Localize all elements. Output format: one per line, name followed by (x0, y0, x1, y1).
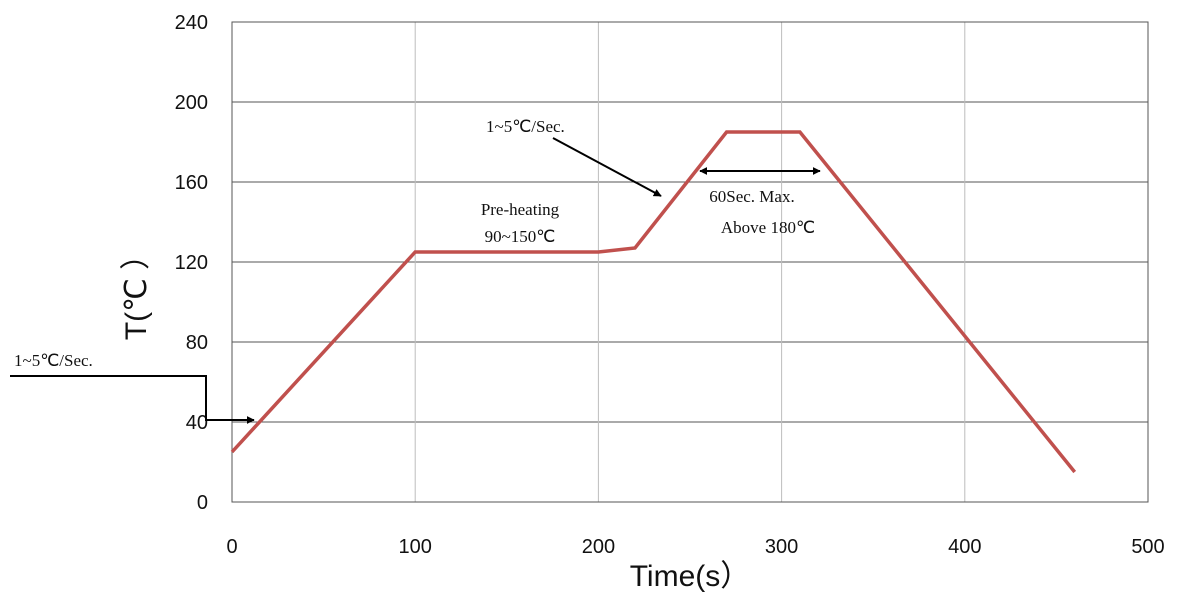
annotation-preheat-line1: Pre-heating (481, 200, 560, 219)
y-tick-label: 0 (197, 492, 208, 514)
plot-frame (231, 21, 1149, 503)
series-line (230, 130, 1077, 474)
x-tick-label: 200 (582, 536, 615, 558)
annotation-ramp-up: 1~5℃/Sec. (486, 117, 565, 136)
y-tick-label: 160 (175, 172, 208, 194)
annotation-ramp-up-arrow (552, 137, 662, 197)
grid-lines (231, 21, 1149, 503)
y-tick-label: 40 (186, 412, 208, 434)
series-layer (230, 130, 1077, 474)
y-tick-label: 200 (175, 92, 208, 114)
y-tick-label: 120 (175, 252, 208, 274)
annotation-ramp-left-leader (10, 375, 255, 424)
x-tick-label: 400 (948, 536, 981, 558)
annotation-reflow-line2: Above 180℃ (721, 218, 815, 237)
y-axis-title: T(℃ ） (120, 240, 153, 340)
y-tick-label: 240 (175, 12, 208, 34)
x-tick-label: 300 (765, 536, 798, 558)
x-tick-label: 0 (226, 536, 237, 558)
annotation-reflow-line1: 60Sec. Max. (709, 187, 794, 206)
x-tick-label: 100 (399, 536, 432, 558)
x-tick-label: 500 (1131, 536, 1164, 558)
y-tick-label: 80 (186, 332, 208, 354)
annotation-preheat-line2: 90~150℃ (485, 227, 556, 246)
tick-labels: 0 40 80 120 160 200 240 0 100 200 300 400 500 (175, 12, 1165, 558)
x-axis-title: Time(s） (630, 560, 751, 593)
annotation-ramp-left: 1~5℃/Sec. (14, 351, 93, 370)
